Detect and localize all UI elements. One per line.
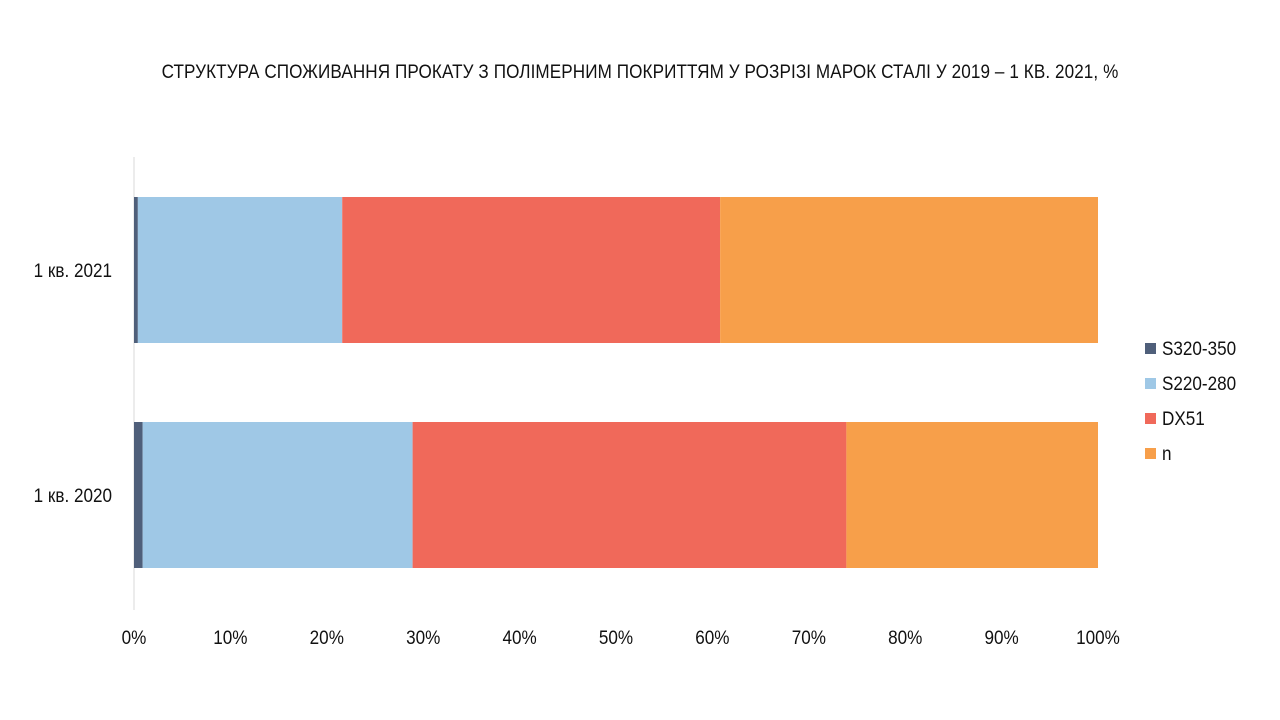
- x-tick-label: 60%: [695, 627, 729, 648]
- legend-swatch: [1145, 413, 1156, 424]
- x-tick-label: 90%: [984, 627, 1018, 648]
- bar-n-0: [720, 197, 1098, 343]
- legend-label: S320-350: [1162, 338, 1236, 359]
- category-label: 1 кв. 2021: [34, 260, 112, 281]
- category-label: 1 кв. 2020: [34, 485, 112, 506]
- legend-swatch: [1145, 343, 1156, 354]
- legend-swatch: [1145, 378, 1156, 389]
- chart-title: СТРУКТУРА СПОЖИВАННЯ ПРОКАТУ З ПОЛІМЕРНИ…: [161, 62, 1119, 83]
- x-tick-label: 50%: [599, 627, 633, 648]
- bar-n-1: [846, 422, 1098, 568]
- bar-dx51-1: [412, 422, 847, 568]
- x-tick-label: 100%: [1076, 627, 1120, 648]
- x-tick-label: 10%: [213, 627, 247, 648]
- bar-s320-350-1: [134, 422, 143, 568]
- legend-label: S220-280: [1162, 373, 1236, 394]
- bar-s220-280-0: [137, 197, 343, 343]
- legend-label: n: [1162, 443, 1172, 464]
- bar-s220-280-1: [142, 422, 413, 568]
- x-tick-label: 40%: [502, 627, 536, 648]
- x-tick-label: 70%: [792, 627, 826, 648]
- legend-swatch: [1145, 448, 1156, 459]
- bar-dx51-0: [342, 197, 721, 343]
- bar-s320-350-0: [134, 197, 138, 343]
- x-tick-label: 0%: [122, 627, 147, 648]
- legend-label: DX51: [1162, 408, 1205, 429]
- x-tick-label: 20%: [310, 627, 344, 648]
- x-tick-label: 30%: [406, 627, 440, 648]
- x-tick-label: 80%: [888, 627, 922, 648]
